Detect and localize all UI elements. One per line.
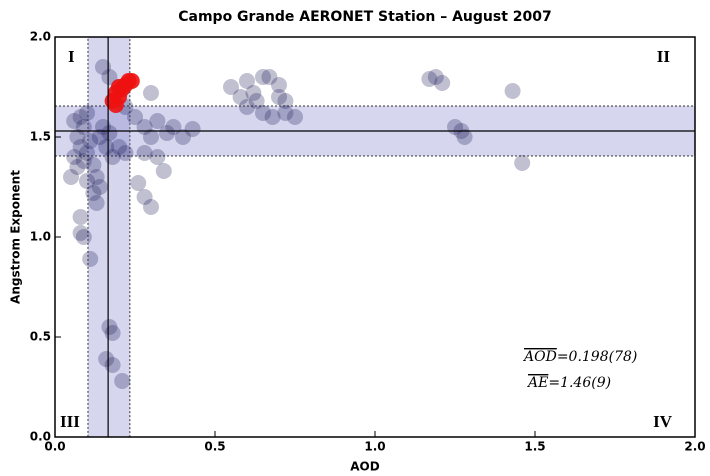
point — [271, 77, 287, 93]
point — [136, 145, 153, 161]
point — [117, 145, 134, 161]
point — [261, 69, 278, 85]
point — [66, 113, 83, 129]
point — [95, 59, 111, 75]
point — [175, 129, 191, 145]
point — [75, 229, 92, 245]
quadrant-label: I — [68, 47, 75, 66]
point — [239, 99, 255, 115]
x-tick-label: 2.0 — [684, 440, 705, 454]
point — [111, 79, 127, 95]
y-tick-label: 0.0 — [30, 430, 51, 444]
quadrant-label: III — [60, 412, 80, 431]
point — [98, 351, 115, 367]
point — [75, 153, 92, 169]
x-tick-label: 0.5 — [204, 440, 225, 454]
point — [98, 139, 115, 155]
x-tick-label: 0.0 — [44, 440, 65, 454]
point — [277, 93, 294, 109]
point — [123, 73, 140, 89]
x-axis-label: AOD — [350, 460, 379, 474]
chart-title: Campo Grande AERONET Station – August 20… — [178, 9, 552, 25]
point — [149, 149, 166, 165]
point — [79, 145, 95, 161]
point — [434, 75, 451, 91]
point — [255, 69, 271, 85]
point — [85, 157, 102, 173]
annotation-value: =0.198(78) — [557, 349, 638, 365]
point — [101, 125, 118, 141]
point — [143, 129, 159, 145]
y-tick-label: 1.0 — [30, 230, 51, 244]
point — [155, 163, 172, 179]
point — [111, 139, 127, 155]
point — [82, 251, 99, 267]
point — [66, 149, 83, 165]
point — [85, 185, 102, 201]
point — [72, 225, 89, 241]
point — [88, 169, 105, 185]
y-tick-label: 0.5 — [30, 330, 51, 344]
point — [104, 357, 121, 373]
point — [245, 85, 262, 101]
point — [248, 93, 265, 109]
point — [255, 105, 271, 121]
point — [79, 173, 95, 189]
point — [72, 209, 89, 225]
x-tick-label: 1.5 — [524, 440, 545, 454]
point — [159, 125, 175, 141]
point — [239, 73, 255, 89]
point — [136, 189, 153, 205]
y-tick-label: 1.5 — [30, 130, 51, 144]
point — [82, 133, 99, 149]
point — [421, 71, 438, 87]
point — [427, 69, 444, 85]
y-tick-label: 2.0 — [30, 30, 51, 44]
point — [114, 373, 131, 389]
point — [79, 105, 95, 121]
point — [287, 109, 303, 125]
point — [264, 109, 281, 125]
point — [91, 179, 108, 195]
point — [223, 79, 239, 95]
point — [277, 105, 294, 121]
point — [91, 129, 108, 145]
point — [69, 159, 86, 175]
point — [88, 195, 105, 211]
point — [271, 89, 287, 105]
quadrant-label: IV — [653, 412, 673, 431]
point — [101, 69, 118, 85]
point — [107, 97, 124, 113]
point — [143, 199, 159, 215]
point — [127, 109, 143, 125]
point — [130, 175, 147, 191]
point — [149, 113, 166, 129]
point — [504, 83, 521, 99]
point — [456, 129, 473, 145]
annotation-symbol: AE — [526, 375, 548, 391]
point — [101, 319, 118, 335]
point — [69, 129, 86, 145]
point — [184, 121, 201, 137]
point — [72, 139, 89, 155]
point — [72, 109, 89, 125]
point — [514, 155, 531, 171]
point — [143, 85, 159, 101]
point — [104, 325, 121, 341]
annotation-symbol: AOD — [522, 349, 557, 365]
point — [63, 169, 79, 185]
annotation: AOD=0.198(78) — [522, 349, 637, 365]
quadrant-label: II — [657, 47, 671, 66]
point — [232, 89, 249, 105]
annotation: AE=1.46(9) — [526, 375, 611, 391]
y-axis-label: Angstrom Exponent — [9, 170, 23, 304]
x-tick-label: 1.0 — [364, 440, 385, 454]
annotation-value: =1.46(9) — [548, 375, 611, 391]
